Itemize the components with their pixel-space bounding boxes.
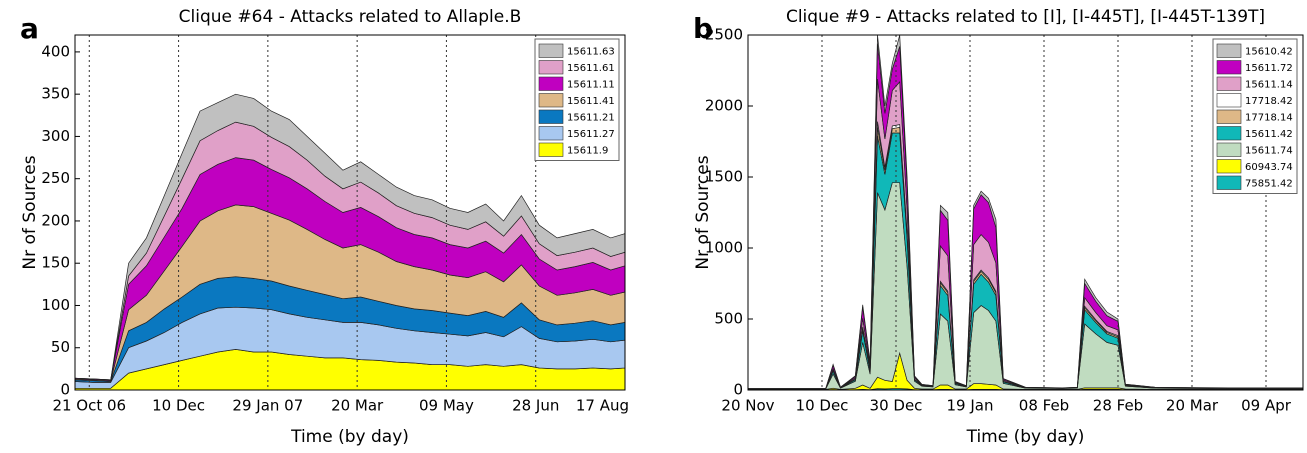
y-tick-label: 2500 — [705, 26, 743, 44]
legend-label: 15611.42 — [1245, 129, 1293, 140]
x-tick-label: 20 Nov — [721, 397, 774, 415]
y-tick-label: 2000 — [705, 97, 743, 115]
legend-label: 15611.63 — [567, 46, 615, 57]
legend-label: 15611.11 — [567, 79, 615, 90]
chart-title: Clique #9 - Attacks related to [I], [I-4… — [786, 7, 1265, 27]
legend-swatch — [1216, 109, 1242, 124]
legend-label: 15611.21 — [567, 112, 615, 123]
chart-title: Clique #64 - Attacks related to Allaple.… — [179, 7, 522, 27]
legend-swatch — [1216, 76, 1242, 91]
legend-label: 15611.74 — [1245, 145, 1293, 156]
panel-label: b — [693, 12, 713, 45]
plot-frame — [74, 34, 626, 391]
legend-label: 15610.42 — [1245, 46, 1293, 57]
y-tick-label: 0 — [733, 381, 743, 399]
x-tick-label: 28 Jun — [512, 397, 559, 415]
x-tick-label: 30 Dec — [870, 397, 923, 415]
panel-label: a — [20, 12, 39, 45]
legend-label: 15611.72 — [1245, 63, 1293, 74]
legend-label: 17718.14 — [1245, 112, 1293, 123]
y-tick-label: 300 — [41, 127, 70, 145]
legend-swatch — [1216, 142, 1242, 157]
legend-swatch — [538, 76, 564, 91]
x-tick-label: 09 May — [419, 397, 474, 415]
legend-swatch — [1216, 159, 1242, 174]
x-tick-label: 20 Mar — [1166, 397, 1219, 415]
y-axis-title: Nr of Sources — [20, 155, 40, 269]
y-tick-label: 200 — [41, 211, 70, 229]
legend-label: 15611.41 — [567, 96, 615, 107]
plot-area — [748, 35, 1303, 390]
legend-label: 60943.74 — [1245, 162, 1293, 173]
x-tick-label: 20 Mar — [331, 397, 384, 415]
legend-swatch — [538, 60, 564, 75]
legend-label: 15611.27 — [567, 129, 615, 140]
y-tick-label: 0 — [60, 381, 70, 399]
x-axis-title: Time (by day) — [966, 427, 1085, 447]
x-axis-title: Time (by day) — [290, 427, 409, 447]
legend-swatch — [538, 142, 564, 157]
legend-swatch — [538, 93, 564, 108]
y-tick-label: 1500 — [705, 168, 743, 186]
x-tick-label: 09 Apr — [1241, 397, 1292, 415]
legend-swatch — [1216, 175, 1242, 190]
area — [748, 182, 1303, 390]
legend-swatch — [538, 43, 564, 58]
plot-frame — [747, 34, 1304, 391]
x-tick-label: 10 Dec — [796, 397, 849, 415]
legend-swatch — [538, 109, 564, 124]
legend-swatch — [1216, 93, 1242, 108]
y-tick-label: 1000 — [705, 239, 743, 257]
legend-label: 15611.14 — [1245, 79, 1293, 90]
y-tick-label: 100 — [41, 296, 70, 314]
x-tick-label: 29 Jan 07 — [232, 397, 303, 415]
area — [75, 93, 625, 381]
area — [748, 35, 1303, 389]
legend-swatch — [1216, 60, 1242, 75]
y-tick-label: 400 — [41, 42, 70, 60]
x-tick-label: 17 Aug — [576, 397, 629, 415]
y-tick-label: 150 — [41, 254, 70, 272]
x-tick-label: 28 Feb — [1093, 397, 1143, 415]
y-tick-label: 500 — [714, 310, 743, 328]
plot-area — [75, 93, 625, 390]
legend-swatch — [1216, 126, 1242, 141]
legend-swatch — [1216, 43, 1242, 58]
legend-label: 17718.42 — [1245, 96, 1293, 107]
y-axis-title: Nr of Sources — [693, 155, 713, 269]
legend-label: 15611.61 — [567, 63, 615, 74]
legend-swatch — [538, 126, 564, 141]
legend-label: 75851.42 — [1245, 178, 1293, 189]
y-tick-label: 250 — [41, 169, 70, 187]
x-tick-label: 10 Dec — [152, 397, 205, 415]
y-tick-label: 50 — [51, 338, 70, 356]
x-tick-label: 08 Feb — [1019, 397, 1069, 415]
y-tick-label: 350 — [41, 85, 70, 103]
legend-label: 15611.9 — [567, 145, 608, 156]
x-tick-label: 21 Oct 06 — [52, 397, 126, 415]
x-tick-label: 19 Jan — [947, 397, 994, 415]
